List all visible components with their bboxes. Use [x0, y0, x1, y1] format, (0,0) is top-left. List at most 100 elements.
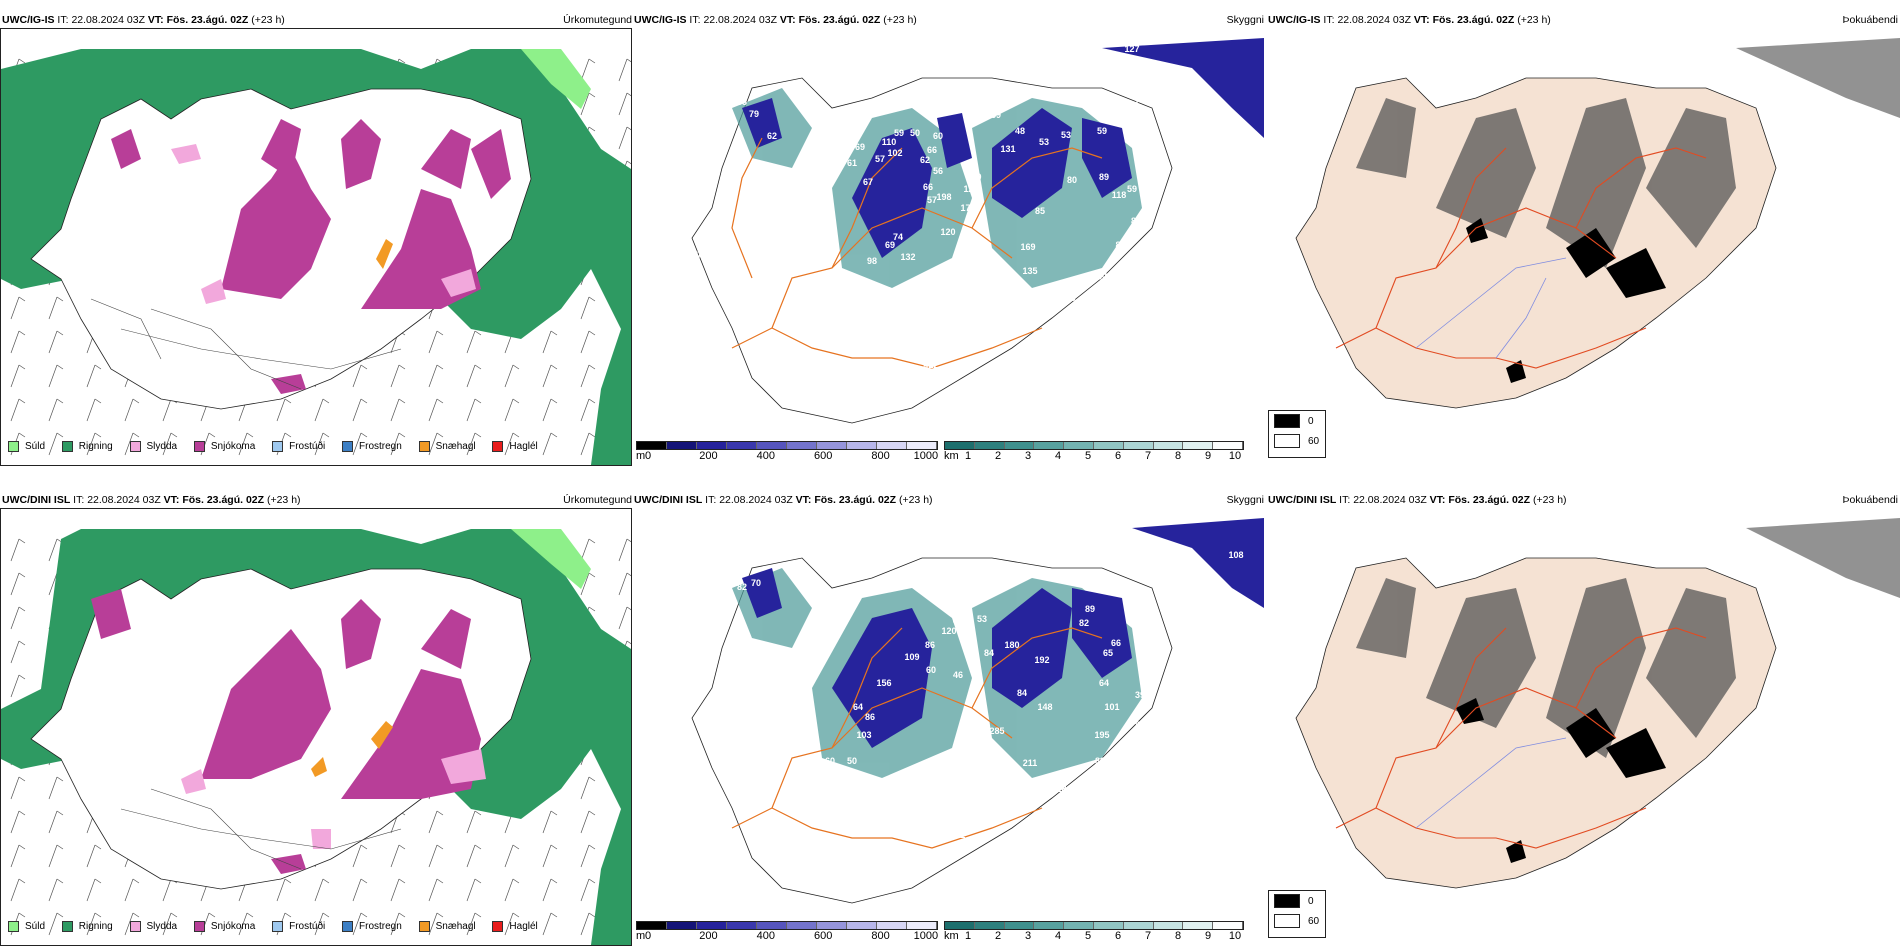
cloud-value-label: 61	[847, 158, 857, 168]
legend-swatch	[193, 921, 205, 932]
cloud-value-label: 67	[863, 177, 873, 187]
legend-item: Frostregn	[342, 921, 402, 932]
cloud-value-label: 131	[1000, 144, 1015, 154]
legend-item: Rigning	[61, 441, 113, 452]
wind-barb	[504, 398, 520, 422]
visibility-ticks: km 1 2 3 4 5 6 7 8 9 10	[944, 930, 1242, 942]
wind-barb	[428, 810, 444, 834]
cloud-value-label: 205	[1060, 293, 1075, 303]
cloud-value-label: 83	[843, 131, 853, 141]
cloud-value-label: 74	[893, 232, 903, 242]
precip-map[interactable]	[0, 508, 632, 946]
legend-item: Frostúði	[272, 441, 325, 452]
wind-barb	[580, 296, 596, 320]
cloud-value-label: 149	[800, 262, 815, 272]
cloud-value-label: 135	[1022, 266, 1037, 276]
cloud-value-label: 98	[867, 256, 877, 266]
fog-map[interactable]	[1266, 508, 1900, 928]
wind-barb	[352, 398, 368, 422]
cloud-value-label: 86	[925, 640, 935, 650]
cloud-value-label: 285	[989, 726, 1004, 736]
cloud-value-label: 165	[1094, 272, 1109, 282]
cloud-value-label: 50	[910, 128, 920, 138]
cloud-value-label: 101	[1104, 702, 1119, 712]
legend-swatch	[272, 441, 284, 452]
visibility-colorbar	[944, 921, 1244, 930]
legend-item: Slydda	[129, 921, 177, 932]
cloud-value-label: 127	[954, 742, 969, 752]
legend-swatch	[492, 441, 504, 452]
cloudbase-ticks: m 0 200 400 600 800 1000	[636, 930, 939, 942]
wind-barb	[466, 844, 482, 868]
cloud-value-label: 120	[940, 227, 955, 237]
fog-map[interactable]	[1266, 28, 1900, 448]
cloud-value-label: 117	[1125, 518, 1140, 528]
wind-barb	[428, 912, 444, 936]
wind-barb	[10, 776, 26, 800]
wind-barb	[124, 398, 140, 422]
precip-map[interactable]	[0, 28, 632, 466]
panel-title: Skyggni	[1226, 494, 1264, 506]
cloud-value-label: 180	[1004, 640, 1019, 650]
wind-barb	[542, 912, 558, 936]
legend-item: Súld	[8, 441, 45, 452]
wind-barb	[124, 432, 140, 456]
legend-swatch	[418, 441, 430, 452]
cloudbase-scale: m 0 200 400 600 800 1000	[636, 441, 938, 464]
wind-barb	[276, 398, 292, 422]
cloud-map[interactable]: 117 108 97 82 70 55 53 48 55 64 44 53 89 82 66 65 192 180…	[632, 508, 1264, 928]
wind-barb	[580, 330, 596, 354]
legend-item: Snjókoma	[193, 921, 255, 932]
legend-swatch	[272, 921, 284, 932]
cloud-value-label: 80	[1067, 175, 1077, 185]
panel-title: Skyggni	[1226, 14, 1264, 26]
panel-header: UWC/DINI ISL IT: 22.08.2024 03Z VT: Fös.…	[1268, 494, 1898, 506]
cloud-value-label: 69	[885, 240, 895, 250]
panel-title: Úrkomutegund	[563, 494, 632, 506]
wind-barb	[580, 572, 596, 596]
wind-barb	[542, 330, 558, 354]
cloud-value-label: 66	[1111, 638, 1121, 648]
panel-header: UWC/DINI ISL IT: 22.08.2024 03Z VT: Fös.…	[634, 494, 1264, 506]
cloud-value-label: 129	[963, 184, 978, 194]
wind-barb	[390, 912, 406, 936]
fog-panel-row1: UWC/IG-IS IT: 22.08.2024 03Z VT: Fös. 23…	[1266, 12, 1900, 466]
wind-barb	[238, 432, 254, 456]
precip-panel-row2: UWC/DINI ISL IT: 22.08.2024 03Z VT: Fös.…	[0, 492, 634, 946]
wind-barb	[390, 398, 406, 422]
legend-swatch	[61, 921, 73, 932]
wind-barb	[10, 364, 26, 388]
legend-item: Snæhagl	[418, 921, 476, 932]
cloud-value-label: 86	[865, 712, 875, 722]
cloud-value-label: 109	[904, 652, 919, 662]
legend-swatch	[8, 921, 19, 932]
wind-barb	[580, 912, 596, 936]
cloud-value-label: 59	[1097, 126, 1107, 136]
fog-key: 0 60	[1268, 890, 1326, 938]
wind-barb	[10, 538, 26, 562]
cloud-map[interactable]: 130 127 76 55 79 62 98 98 83 69 61 67 57 59 110 50 60 66 6…	[632, 28, 1264, 448]
wind-barb	[428, 844, 444, 868]
cloud-value-label: 35	[753, 244, 763, 254]
cloud-value-label: 84	[984, 648, 994, 658]
cloud-value-label: 422	[923, 360, 938, 370]
legend-item: Súld	[8, 921, 45, 932]
cloud-value-label: 82	[1079, 618, 1089, 628]
wind-barb	[618, 538, 631, 562]
wind-barb	[10, 330, 26, 354]
wind-barb	[466, 912, 482, 936]
cloud-value-label: 59	[1127, 184, 1137, 194]
cloud-value-label: 44	[953, 616, 963, 626]
cloudbase-colorbar	[636, 441, 938, 450]
cloud-value-label: 69	[855, 142, 865, 152]
cloud-value-label: 81	[1135, 720, 1145, 730]
cloud-value-label: 81	[1131, 216, 1141, 226]
fog-panel-row2: UWC/DINI ISL IT: 22.08.2024 03Z VT: Fös.…	[1266, 492, 1900, 946]
wind-barb	[238, 912, 254, 936]
cloud-value-label: 39	[1135, 690, 1145, 700]
wind-barb	[352, 912, 368, 936]
cloud-value-label: 161	[800, 242, 815, 252]
wind-barb	[618, 606, 631, 630]
legend-item: Snæhagl	[418, 441, 476, 452]
cloud-value-label: 60	[926, 665, 936, 675]
